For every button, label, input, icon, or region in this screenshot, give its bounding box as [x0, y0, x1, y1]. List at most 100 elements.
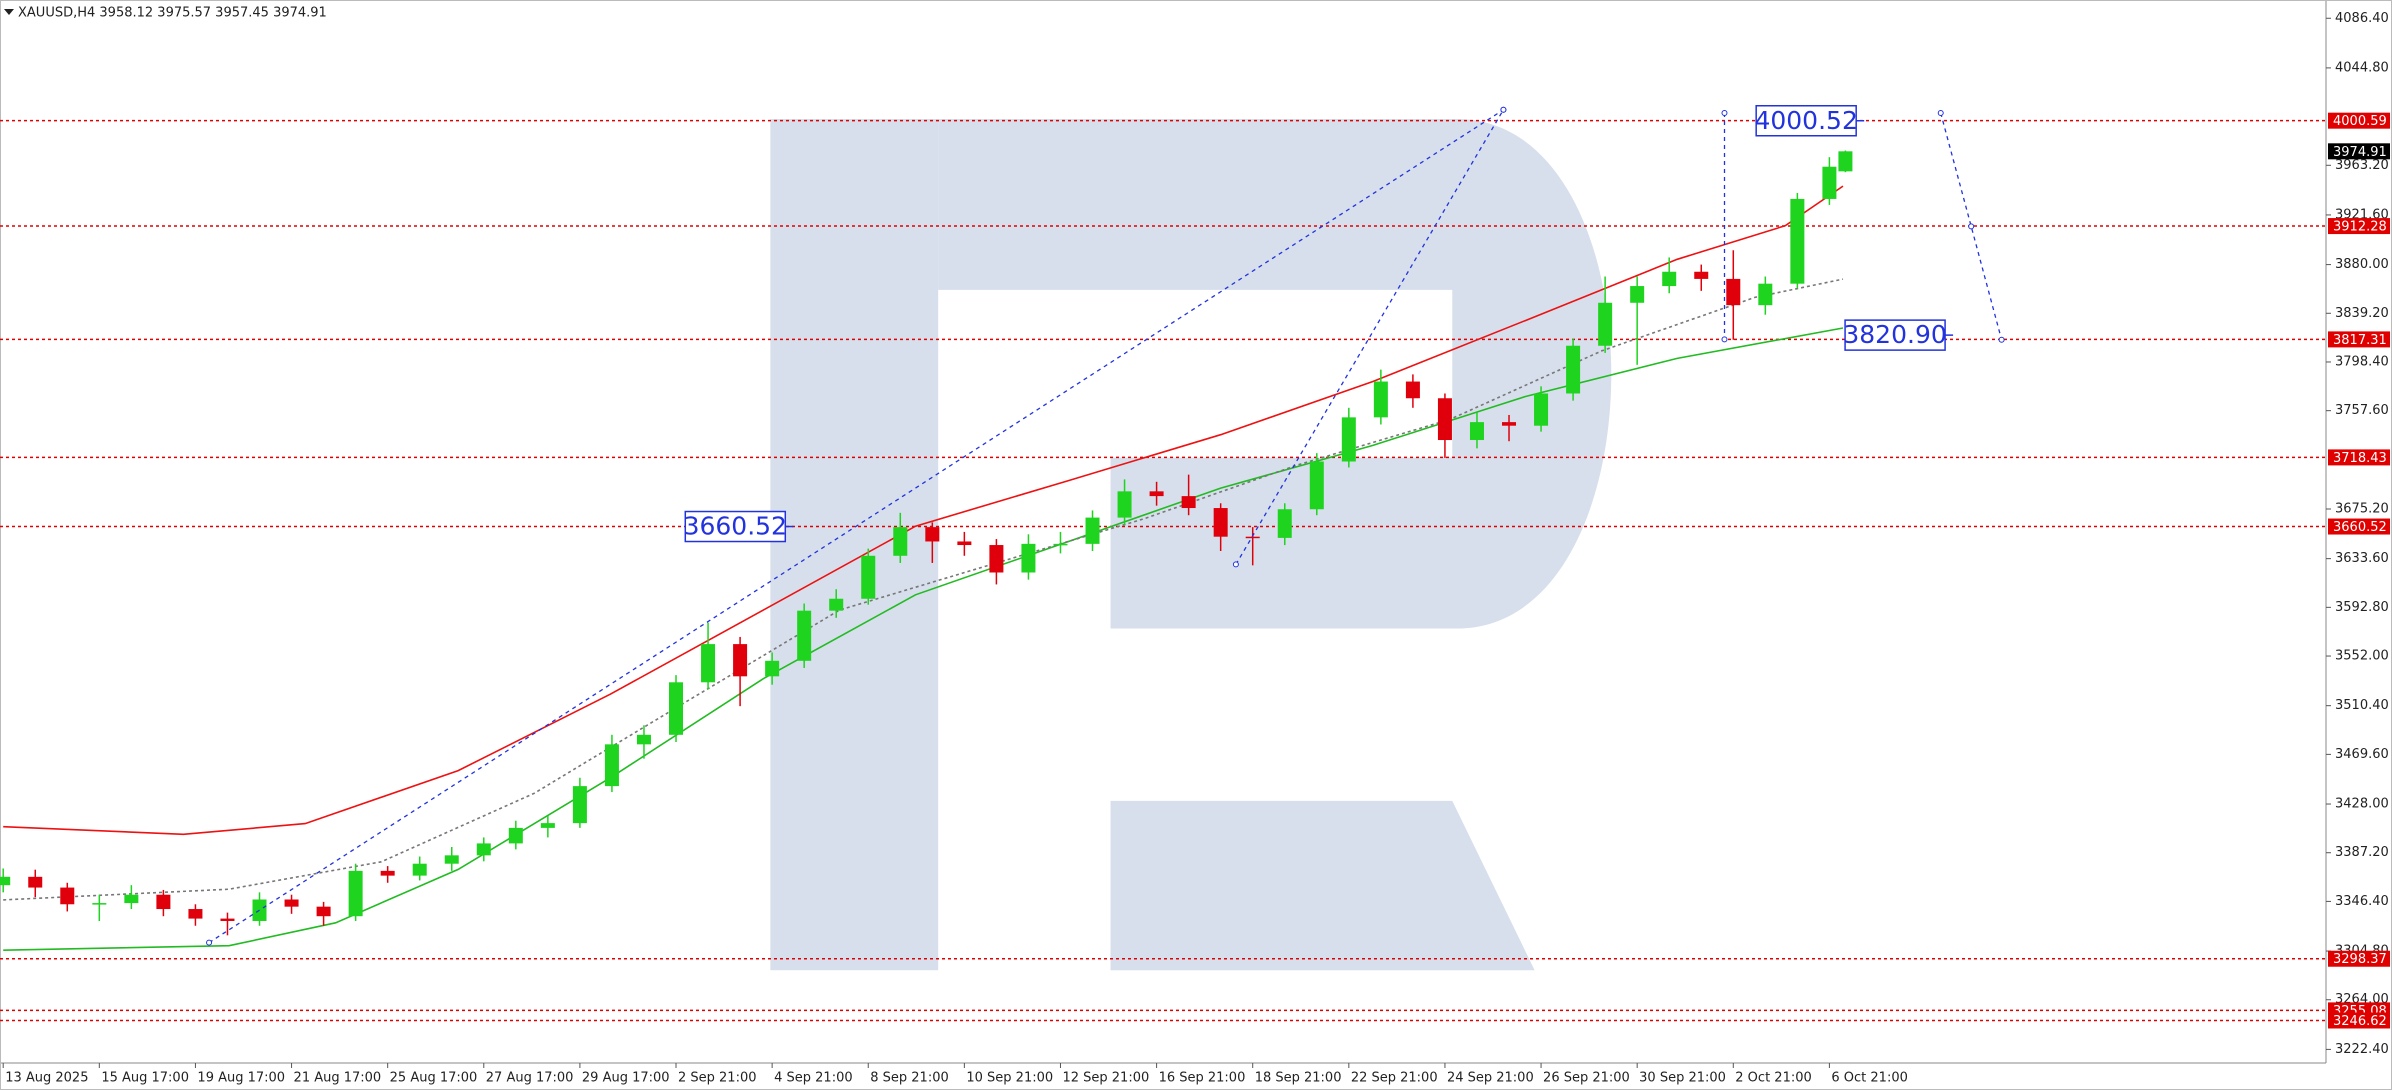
candle-body — [1021, 543, 1036, 573]
candle-body — [669, 682, 684, 735]
x-tick-label: 30 Sep 21:00 — [1639, 1071, 1726, 1086]
level-label: 4000.59 — [2333, 114, 2387, 129]
x-tick-label: 15 Aug 17:00 — [101, 1071, 189, 1086]
x-tick-label: 24 Sep 21:00 — [1447, 1071, 1534, 1086]
candle-body — [124, 894, 139, 904]
x-tick-label: 13 Aug 2025 — [5, 1071, 88, 1086]
y-tick-label: 3798.40 — [2335, 354, 2389, 369]
annotation-label: 4000.52 — [1754, 106, 1857, 135]
annotation-label: 3660.52 — [684, 512, 787, 541]
candle-body — [1117, 491, 1132, 518]
candle-body — [1373, 381, 1388, 418]
y-tick-label: 3592.80 — [2335, 600, 2389, 615]
candle-body — [28, 876, 43, 888]
candle-body — [1822, 166, 1837, 199]
watermark-leg — [1110, 800, 1535, 971]
candle-body — [156, 894, 171, 910]
x-tick-label: 16 Sep 21:00 — [1159, 1071, 1246, 1086]
y-tick-label: 3675.20 — [2335, 502, 2389, 517]
candle-body — [1566, 345, 1581, 394]
x-tick-label: 25 Aug 17:00 — [390, 1071, 478, 1086]
candle-body — [829, 598, 844, 611]
candle-body — [1694, 271, 1709, 279]
y-tick-label: 3428.00 — [2335, 797, 2389, 812]
candle-body — [380, 870, 395, 876]
level-label: 3298.37 — [2333, 952, 2387, 967]
candle-body — [1149, 491, 1164, 497]
candle-body — [861, 555, 876, 599]
level-label-bg — [2328, 518, 2390, 535]
forecast-point — [1998, 336, 2005, 343]
y-tick-label: 4044.80 — [2335, 60, 2389, 75]
chart-title: XAUUSD,H4 3958.12 3975.57 3957.45 3974.9… — [18, 6, 327, 21]
candle-body — [508, 827, 523, 844]
y-tick-label: 3839.20 — [2335, 306, 2389, 321]
x-tick-label: 2 Sep 21:00 — [678, 1071, 757, 1086]
candle-body — [316, 906, 331, 917]
candle-body — [765, 660, 780, 677]
candle-body — [572, 786, 587, 824]
candle-body — [893, 527, 908, 556]
level-label: 3912.28 — [2333, 220, 2387, 235]
candle-body — [1405, 381, 1420, 399]
candle-body — [1598, 302, 1613, 346]
candle-body — [1245, 536, 1260, 539]
candle-body — [1085, 517, 1100, 544]
candle-body — [636, 734, 651, 745]
level-label: 3246.62 — [2333, 1014, 2387, 1029]
watermark — [770, 118, 1612, 971]
forecast-point — [1500, 106, 1507, 113]
moving-average — [3, 327, 1844, 951]
candle-body — [957, 541, 972, 546]
watermark-bowl — [938, 118, 1612, 629]
forecast-point — [1937, 110, 1944, 117]
x-tick-label: 27 Aug 17:00 — [486, 1071, 574, 1086]
forecast-point — [1721, 336, 1728, 343]
forecast-point — [1968, 223, 1975, 230]
candle-body — [1213, 508, 1228, 537]
forecast-point — [1721, 110, 1728, 117]
level-label-bg — [2328, 950, 2390, 967]
candle-body — [188, 909, 203, 919]
candle-body — [444, 855, 459, 864]
moving-average — [3, 185, 1844, 836]
level-label-bg — [2328, 1012, 2390, 1029]
watermark-stem — [770, 118, 939, 971]
x-tick-label: 22 Sep 21:00 — [1351, 1071, 1438, 1086]
candle-body — [1309, 461, 1324, 510]
candle-body — [604, 744, 619, 787]
candle-body — [1469, 422, 1484, 441]
candle-body — [989, 545, 1004, 573]
candle-body — [412, 863, 427, 876]
candle-body — [1502, 422, 1517, 426]
candle-body — [60, 887, 75, 905]
level-label-bg — [2328, 112, 2390, 129]
forecast-point — [1232, 561, 1239, 568]
candle-body — [1181, 496, 1196, 509]
candle-body — [733, 644, 748, 677]
level-label-bg — [2328, 449, 2390, 466]
candle-body — [1758, 283, 1773, 306]
x-tick-label: 12 Sep 21:00 — [1062, 1071, 1149, 1086]
candle-body — [1053, 543, 1068, 546]
annotation-box — [684, 510, 787, 543]
forecast-line — [208, 109, 1504, 944]
x-tick-label: 2 Oct 21:00 — [1735, 1071, 1811, 1086]
y-tick-label: 3880.00 — [2335, 257, 2389, 272]
last-price-bg — [2328, 143, 2390, 160]
menu-icon[interactable] — [4, 9, 14, 15]
x-tick-label: 10 Sep 21:00 — [966, 1071, 1053, 1086]
candle-body — [284, 899, 299, 907]
y-tick-label: 3633.60 — [2335, 551, 2389, 566]
x-tick-label: 8 Sep 21:00 — [870, 1071, 949, 1086]
candle-body — [540, 823, 555, 828]
x-tick-label: 6 Oct 21:00 — [1831, 1071, 1907, 1086]
x-tick-label: 21 Aug 17:00 — [294, 1071, 382, 1086]
x-tick-label: 18 Sep 21:00 — [1255, 1071, 1342, 1086]
candle-body — [1630, 286, 1645, 303]
candle-body — [925, 527, 940, 542]
y-tick-label: 3346.40 — [2335, 894, 2389, 909]
y-tick-label: 3757.60 — [2335, 403, 2389, 418]
